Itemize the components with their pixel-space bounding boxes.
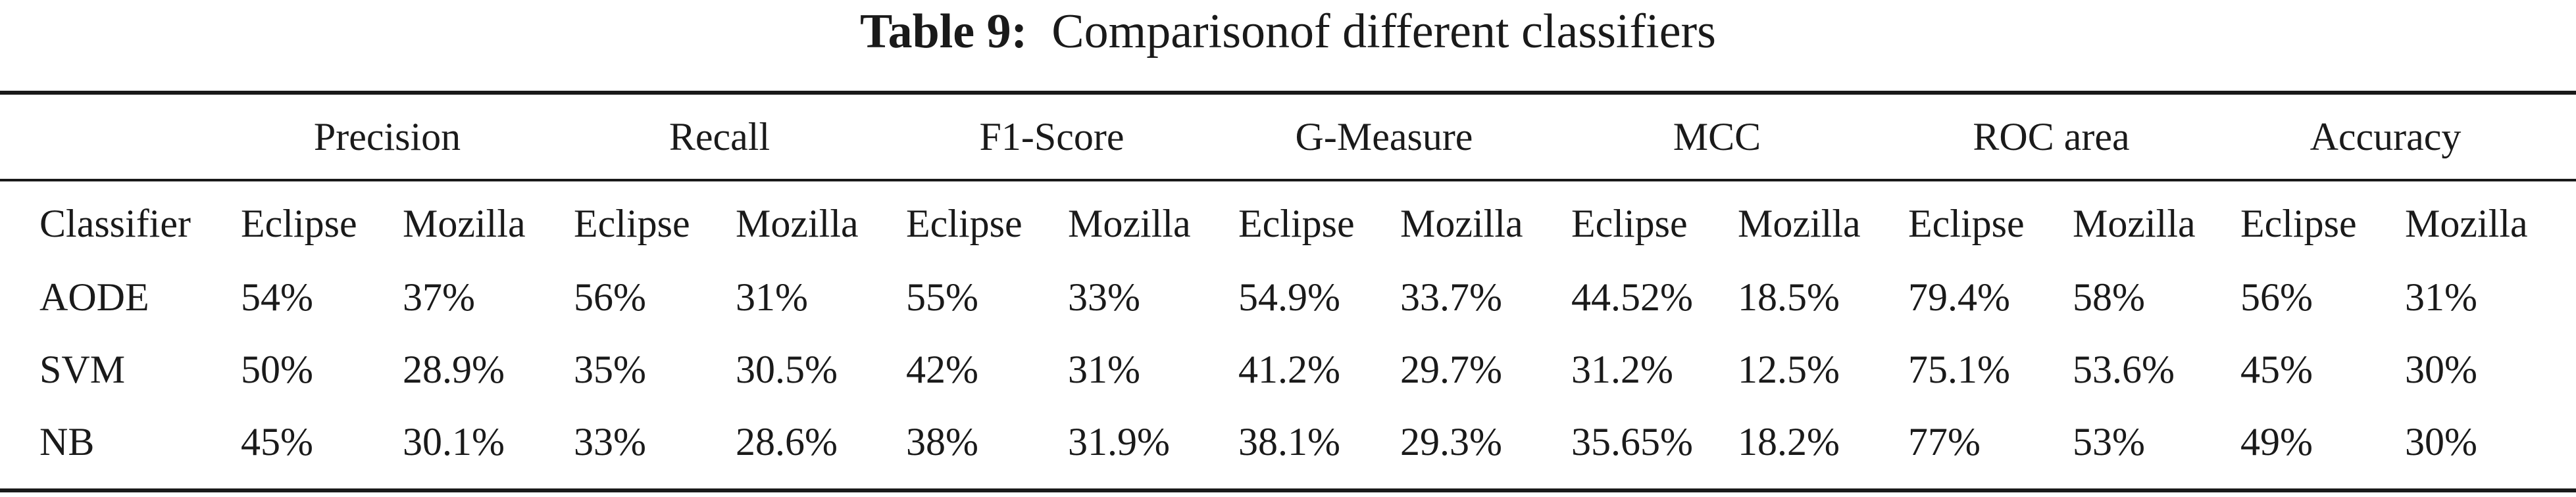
subheader-mozilla: Mozilla xyxy=(403,202,526,245)
cell-recall-mozilla: 30.5% xyxy=(736,348,838,391)
row-classifier: AODE xyxy=(39,275,149,319)
cell-precision-eclipse: 45% xyxy=(241,420,313,463)
cell-precision-eclipse: 54% xyxy=(241,275,313,319)
table-caption: Table 9: Comparisonof different classifi… xyxy=(0,0,2576,72)
cell-accuracy-mozilla: 30% xyxy=(2405,420,2477,463)
caption-label: Table 9: xyxy=(860,5,1028,59)
cell-mcc-eclipse: 44.52% xyxy=(1571,275,1693,319)
cell-accuracy-eclipse: 49% xyxy=(2240,420,2313,463)
cell-g-measure-mozilla: 33.7% xyxy=(1400,275,1502,319)
subheader-mozilla: Mozilla xyxy=(2405,202,2528,245)
subheader-eclipse: Eclipse xyxy=(1238,202,1355,245)
group-header-g-measure: G-Measure xyxy=(1295,115,1473,158)
cell-mcc-eclipse: 35.65% xyxy=(1571,420,1693,463)
cell-roc-area-eclipse: 79.4% xyxy=(1908,275,2010,319)
subheader-mozilla: Mozilla xyxy=(1068,202,1191,245)
group-header-roc-area: ROC area xyxy=(1973,115,2130,158)
cell-recall-eclipse: 35% xyxy=(574,348,646,391)
cell-g-measure-eclipse: 38.1% xyxy=(1238,420,1340,463)
cell-g-measure-eclipse: 54.9% xyxy=(1238,275,1340,319)
cell-recall-mozilla: 28.6% xyxy=(736,420,838,463)
subheader-mozilla: Mozilla xyxy=(2073,202,2196,245)
subheader-mozilla: Mozilla xyxy=(1400,202,1523,245)
subheader-eclipse: Eclipse xyxy=(1571,202,1688,245)
header-rule xyxy=(0,179,2576,181)
subheader-mozilla: Mozilla xyxy=(1738,202,1861,245)
cell-f1-score-eclipse: 42% xyxy=(906,348,978,391)
table-row: SVM 50% 28.9% 35% 30.5% 42% 31% 41.2% 29… xyxy=(0,337,2576,402)
group-header-row: Precision Recall F1-Score G-Measure MCC … xyxy=(0,104,2576,170)
group-header-recall: Recall xyxy=(669,115,770,158)
cell-f1-score-eclipse: 55% xyxy=(906,275,978,319)
cell-f1-score-mozilla: 33% xyxy=(1068,275,1140,319)
cell-f1-score-mozilla: 31.9% xyxy=(1068,420,1170,463)
group-header-mcc: MCC xyxy=(1673,115,1761,158)
table-row: AODE 54% 37% 56% 31% 55% 33% 54.9% 33.7%… xyxy=(0,264,2576,330)
cell-accuracy-eclipse: 56% xyxy=(2240,275,2313,319)
top-rule xyxy=(0,91,2576,95)
cell-accuracy-mozilla: 31% xyxy=(2405,275,2477,319)
bottom-rule xyxy=(0,488,2576,492)
cell-roc-area-mozilla: 58% xyxy=(2073,275,2145,319)
cell-mcc-eclipse: 31.2% xyxy=(1571,348,1673,391)
cell-f1-score-mozilla: 31% xyxy=(1068,348,1140,391)
row-classifier: NB xyxy=(39,420,95,463)
cell-precision-mozilla: 30.1% xyxy=(403,420,505,463)
group-header-f1-score: F1-Score xyxy=(979,115,1124,158)
cell-precision-mozilla: 28.9% xyxy=(403,348,505,391)
subheader-eclipse: Eclipse xyxy=(1908,202,2025,245)
cell-mcc-mozilla: 12.5% xyxy=(1738,348,1840,391)
caption-text: Comparisonof different classifiers xyxy=(1051,5,1716,59)
subheader-eclipse: Eclipse xyxy=(906,202,1023,245)
cell-g-measure-mozilla: 29.3% xyxy=(1400,420,1502,463)
subheader-mozilla: Mozilla xyxy=(736,202,859,245)
cell-accuracy-mozilla: 30% xyxy=(2405,348,2477,391)
subheader-eclipse: Eclipse xyxy=(574,202,690,245)
cell-roc-area-mozilla: 53% xyxy=(2073,420,2145,463)
group-header-accuracy: Accuracy xyxy=(2310,115,2462,158)
group-header-precision: Precision xyxy=(313,115,461,158)
cell-recall-eclipse: 33% xyxy=(574,420,646,463)
subheader-eclipse: Eclipse xyxy=(2240,202,2357,245)
cell-mcc-mozilla: 18.5% xyxy=(1738,275,1840,319)
subheader-row: Classifier Eclipse Mozilla Eclipse Mozil… xyxy=(0,191,2576,256)
cell-recall-eclipse: 56% xyxy=(574,275,646,319)
cell-roc-area-mozilla: 53.6% xyxy=(2073,348,2175,391)
cell-roc-area-eclipse: 75.1% xyxy=(1908,348,2010,391)
cell-g-measure-eclipse: 41.2% xyxy=(1238,348,1340,391)
cell-precision-mozilla: 37% xyxy=(403,275,475,319)
cell-mcc-mozilla: 18.2% xyxy=(1738,420,1840,463)
cell-f1-score-eclipse: 38% xyxy=(906,420,978,463)
subheader-classifier: Classifier xyxy=(39,202,191,245)
cell-precision-eclipse: 50% xyxy=(241,348,313,391)
row-classifier: SVM xyxy=(39,348,126,391)
cell-roc-area-eclipse: 77% xyxy=(1908,420,1981,463)
subheader-eclipse: Eclipse xyxy=(241,202,357,245)
cell-accuracy-eclipse: 45% xyxy=(2240,348,2313,391)
cell-recall-mozilla: 31% xyxy=(736,275,808,319)
cell-g-measure-mozilla: 29.7% xyxy=(1400,348,1502,391)
table-row: NB 45% 30.1% 33% 28.6% 38% 31.9% 38.1% 2… xyxy=(0,409,2576,475)
